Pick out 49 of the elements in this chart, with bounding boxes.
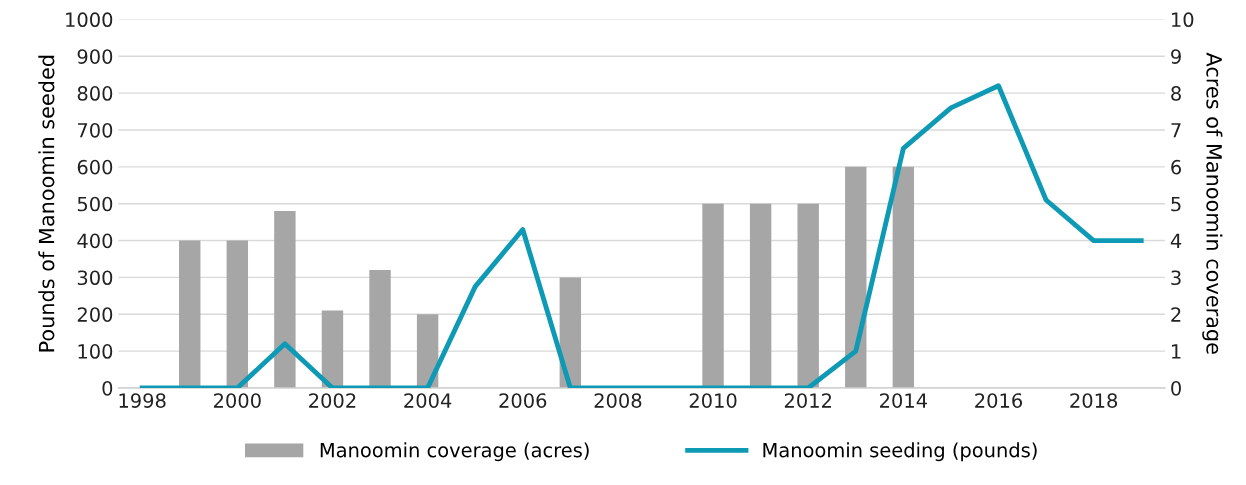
x-tick-label: 2008	[594, 393, 642, 408]
y-tick-label: 400	[77, 233, 113, 249]
y-axis-title: Pounds of Manoomin seeded	[38, 55, 55, 352]
bar	[226, 240, 249, 388]
y2-tick-label: 8	[1171, 86, 1181, 101]
x-tick-label: 2014	[880, 393, 927, 408]
bar	[797, 203, 819, 388]
bar	[369, 270, 391, 388]
y2-tick-label: 1	[1172, 344, 1181, 359]
x-tick-label: 2012	[784, 393, 831, 408]
legend-label: Manoomin coverage (acres)	[320, 442, 589, 462]
y-tick-label: 900	[77, 49, 113, 64]
line-series	[139, 83, 1144, 388]
y2-tick-label: 6	[1171, 159, 1182, 175]
x-tick-label: 2006	[499, 393, 547, 408]
y2-tick-label: 0	[1171, 380, 1181, 396]
y-tick-label: 300	[77, 270, 113, 286]
y2-tick-label: 2	[1171, 307, 1181, 322]
y-tick-label: 800	[77, 86, 113, 101]
x-tick-label: 2010	[689, 393, 737, 408]
y2-tick-label: 4	[1170, 233, 1182, 248]
y-tick-label: 1000	[66, 12, 113, 28]
bar	[559, 277, 582, 388]
bar	[892, 166, 915, 388]
bar	[321, 310, 344, 388]
y-tick-label: 500	[77, 196, 113, 212]
y2-tick-label: 9	[1171, 49, 1181, 64]
bar	[749, 203, 772, 388]
y2-tick-label: 10	[1172, 12, 1194, 28]
y-tick-label: 0	[102, 380, 113, 396]
x-tick-label: 2018	[1070, 393, 1118, 408]
y2-tick-label: 7	[1171, 123, 1181, 138]
bar	[845, 166, 867, 388]
y-tick-label: 700	[77, 122, 113, 138]
bar	[274, 211, 296, 388]
x-tick-label: 2004	[404, 393, 452, 408]
y2-tick-label: 3	[1171, 270, 1181, 286]
x-tick-label: 2002	[309, 393, 356, 408]
y2-tick-label: 5	[1171, 196, 1181, 212]
y-tick-label: 600	[77, 159, 113, 175]
x-tick-label: 2000	[213, 393, 261, 408]
bar	[179, 240, 201, 388]
y-tick-label: 100	[78, 344, 113, 359]
y-tick-label: 200	[77, 307, 113, 322]
bar	[702, 203, 724, 388]
legend-label: Manoomin seeding (pounds)	[763, 442, 1037, 462]
x-tick-label: 2016	[975, 393, 1023, 408]
x-tick-label: 1998	[119, 393, 166, 408]
y2-axis-title: Acres of Manoomin coverage	[1202, 52, 1223, 354]
